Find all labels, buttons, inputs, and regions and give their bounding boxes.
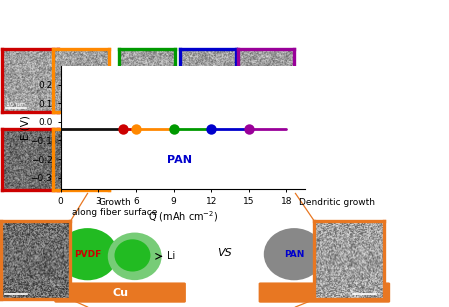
FancyBboxPatch shape xyxy=(259,282,390,303)
Text: PAN: PAN xyxy=(284,250,304,259)
Text: PVDF: PVDF xyxy=(74,250,101,259)
Text: 10 μm: 10 μm xyxy=(5,102,26,107)
Ellipse shape xyxy=(114,239,150,272)
Text: Li: Li xyxy=(167,251,175,261)
Text: Growth
along fiber surface: Growth along fiber surface xyxy=(72,198,157,217)
Text: Cu: Cu xyxy=(112,288,128,297)
Y-axis label: E (V): E (V) xyxy=(20,115,31,140)
Ellipse shape xyxy=(264,228,324,280)
FancyBboxPatch shape xyxy=(54,282,186,303)
Text: PAN: PAN xyxy=(167,155,192,165)
Ellipse shape xyxy=(57,228,118,280)
Text: Dendritic growth: Dendritic growth xyxy=(299,198,375,207)
Text: VS: VS xyxy=(217,248,232,258)
Ellipse shape xyxy=(314,233,368,280)
X-axis label: Q (mAh cm$^{-2}$): Q (mAh cm$^{-2}$) xyxy=(148,209,218,224)
Ellipse shape xyxy=(108,233,162,280)
